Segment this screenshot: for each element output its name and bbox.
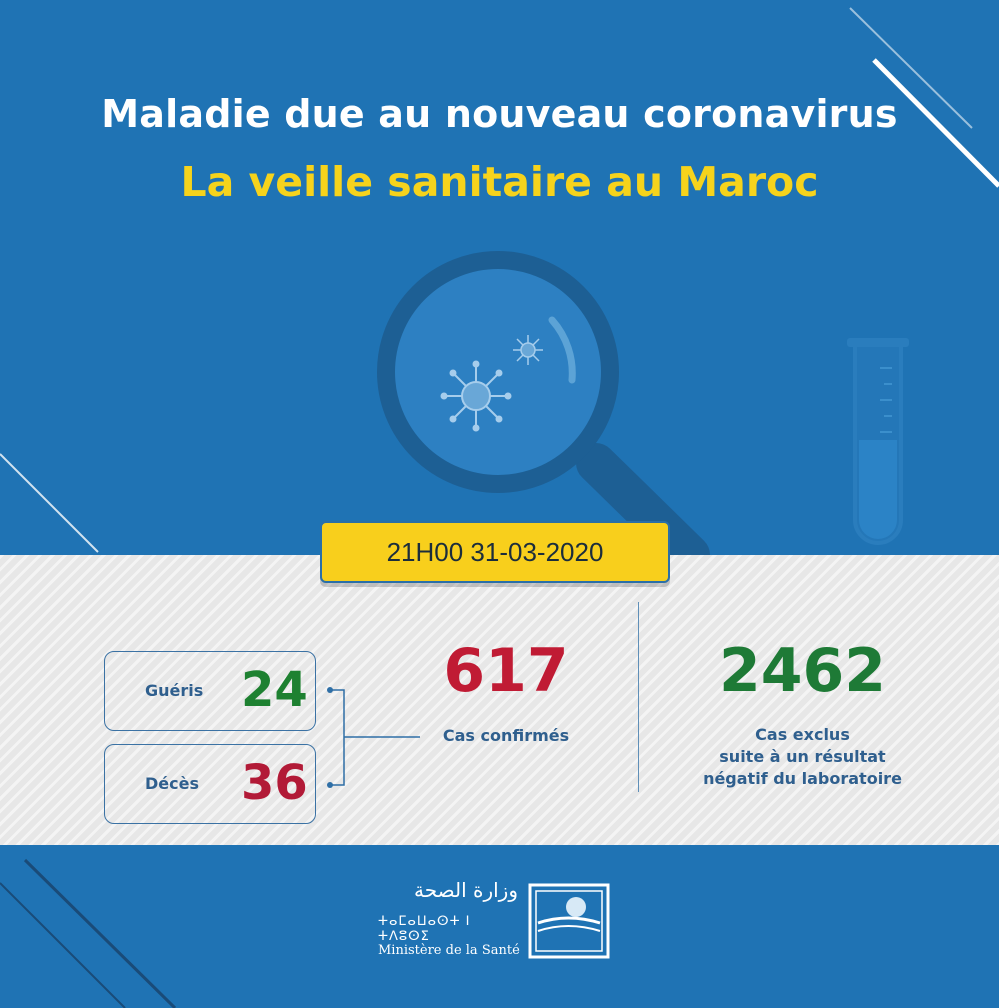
- header-decoration: [0, 7, 999, 555]
- deaths-value: 36: [241, 755, 308, 811]
- recovered-value: 24: [241, 662, 308, 718]
- excluded-value: 2462: [719, 636, 886, 706]
- decor-line: [23, 858, 177, 1008]
- title-line-1: Maladie due au nouveau coronavirus: [101, 92, 898, 136]
- deaths-label: Décès: [145, 774, 199, 793]
- date-time-label: 21H00 31-03-2020: [386, 537, 604, 567]
- excluded-label-line: Cas exclus: [755, 725, 850, 744]
- recovered-box: Guéris 24: [104, 651, 316, 731]
- excluded-label: Cas exclus suite à un résultat négatif d…: [660, 724, 945, 790]
- test-tube-icon: [847, 338, 909, 545]
- magnifying-glass-icon: [377, 251, 710, 555]
- ministry-name-tifinagh: ⵜⴰⵎⴰⵡⴰⵙⵜ ⵏ ⵜⴷⵓⵙⵉ: [378, 914, 471, 944]
- header-panel: Maladie due au nouveau coronavirus La ve…: [0, 0, 999, 555]
- decor-line: [0, 453, 99, 553]
- title-line-2: La veille sanitaire au Maroc: [180, 158, 819, 206]
- virus-icon: [513, 335, 543, 365]
- footer-panel: [0, 845, 999, 1008]
- decor-line: [872, 58, 999, 188]
- deaths-box: Décès 36: [104, 744, 316, 824]
- confirmed-label: Cas confirmés: [442, 726, 570, 745]
- vertical-divider: [638, 602, 639, 792]
- decor-line: [0, 882, 126, 1008]
- footer-decoration: [0, 858, 177, 1008]
- confirmed-value: 617: [443, 636, 569, 706]
- bracket-connector: [327, 687, 420, 788]
- excluded-label-line: suite à un résultat: [719, 747, 886, 766]
- recovered-label: Guéris: [145, 681, 204, 700]
- ministry-logo-icon: [528, 883, 610, 959]
- virus-icon: [440, 360, 512, 432]
- excluded-label-line: négatif du laboratoire: [703, 769, 902, 788]
- decor-line: [849, 7, 973, 129]
- date-badge: 21H00 31-03-2020: [320, 521, 670, 583]
- ministry-name-french: Ministère de la Santé: [378, 943, 520, 958]
- stats-panel: [0, 555, 999, 845]
- ministry-name-arabic: وزارة الصحة: [414, 878, 518, 902]
